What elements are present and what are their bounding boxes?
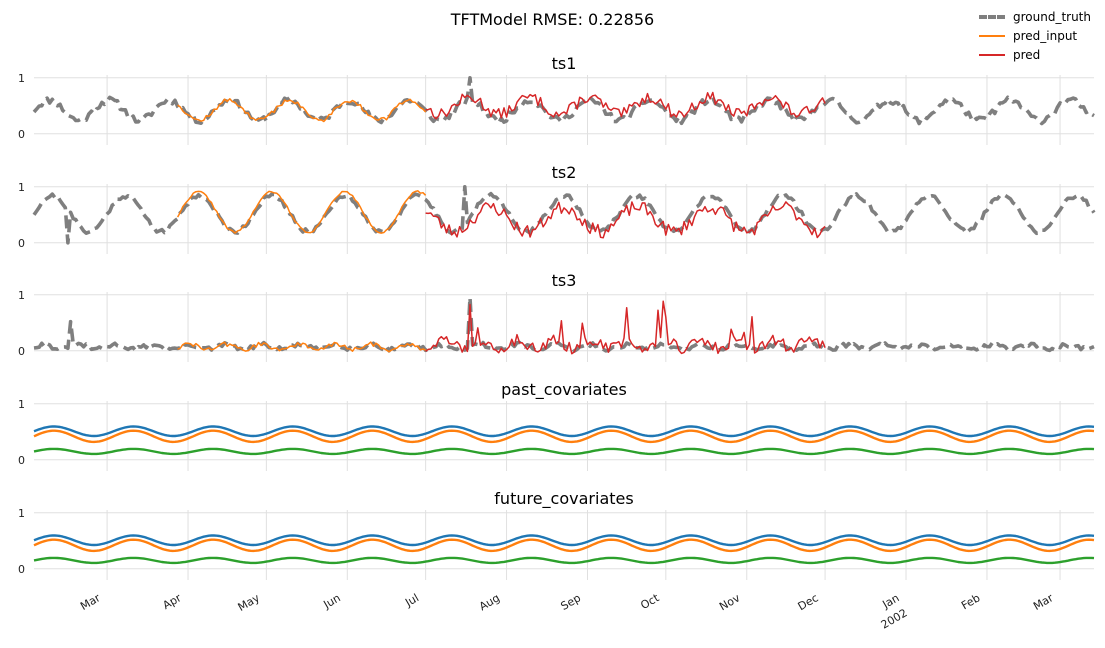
legend-item-ground-truth: ground_truth bbox=[978, 7, 1091, 26]
y-tick-label: 0 bbox=[18, 563, 25, 576]
series-line-pred_input bbox=[177, 341, 426, 353]
legend-label-pred-input: pred_input bbox=[1012, 28, 1078, 43]
series-line-covariate-0 bbox=[33, 534, 1095, 547]
legend: ground_truth pred_input pred bbox=[978, 7, 1091, 64]
panel-future_covariates: 0 1 future_covariates bbox=[18, 489, 1095, 580]
legend-item-pred: pred bbox=[978, 45, 1091, 64]
y-tick-label: 1 bbox=[18, 507, 25, 520]
panel-title-ts2: ts2 bbox=[552, 163, 577, 182]
y-tick-label: 0 bbox=[18, 345, 25, 358]
series-line-covariate-2 bbox=[33, 556, 1095, 565]
y-tick-label: 0 bbox=[18, 237, 25, 250]
series-line-ground_truth bbox=[32, 76, 1095, 126]
series-line-pred_input bbox=[177, 98, 427, 123]
x-tick-label-Apr: Apr bbox=[161, 591, 184, 612]
y-tick-label: 0 bbox=[18, 128, 25, 141]
series-line-pred bbox=[425, 201, 826, 239]
legend-swatch-ground-truth bbox=[978, 14, 1005, 19]
legend-item-pred-input: pred_input bbox=[978, 26, 1091, 45]
figure-title: TFTModel RMSE: 0.22856 bbox=[450, 10, 655, 29]
series-line-ground_truth bbox=[32, 185, 1096, 245]
legend-label-ground-truth: ground_truth bbox=[1012, 9, 1091, 24]
x-tick-label-Jul: Jul bbox=[402, 591, 421, 609]
x-tick-label-Oct: Oct bbox=[638, 591, 662, 612]
panel-ts3: 0 1 ts3 bbox=[18, 271, 1095, 362]
y-tick-label: 0 bbox=[18, 454, 25, 467]
series-line-pred bbox=[425, 91, 826, 120]
series-line-covariate-0 bbox=[33, 425, 1095, 438]
panel-title-ts1: ts1 bbox=[552, 54, 577, 73]
x-tick-label-May: May bbox=[236, 591, 263, 614]
legend-swatch-pred bbox=[978, 53, 1005, 56]
legend-swatch-pred-input bbox=[978, 34, 1005, 37]
y-tick-label: 1 bbox=[18, 289, 25, 302]
series-line-covariate-1 bbox=[33, 538, 1095, 553]
x-tick-label-Sep: Sep bbox=[559, 591, 583, 613]
series-line-covariate-2 bbox=[33, 447, 1095, 456]
y-tick-label: 1 bbox=[18, 181, 25, 194]
panel-title-future_covariates: future_covariates bbox=[494, 489, 633, 509]
panel-title-ts3: ts3 bbox=[552, 271, 577, 290]
series-line-covariate-1 bbox=[33, 429, 1095, 444]
x-tick-label-Aug: Aug bbox=[477, 591, 502, 613]
series-line-pred bbox=[425, 300, 826, 355]
x-tick-label-Mar: Mar bbox=[78, 591, 103, 613]
panel-ts1: 0 1 ts1 bbox=[18, 54, 1095, 145]
x-tick-label-Dec: Dec bbox=[796, 591, 821, 613]
x-tick-label-Nov: Nov bbox=[717, 591, 743, 613]
y-tick-label: 1 bbox=[18, 398, 25, 411]
legend-label-pred: pred bbox=[1012, 47, 1041, 62]
x-tick-label-Mar: Mar bbox=[1031, 591, 1056, 613]
x-tick-label-Feb: Feb bbox=[959, 591, 982, 612]
series-line-pred_input bbox=[176, 190, 427, 234]
y-tick-label: 1 bbox=[18, 72, 25, 85]
x-tick-label-Jun: Jun bbox=[321, 591, 343, 611]
panel-past_covariates: 0 1 past_covariates bbox=[18, 380, 1095, 471]
panel-ts2: 0 1 ts2 bbox=[18, 163, 1096, 254]
x-tick-sublabel: 2002 bbox=[879, 606, 910, 631]
panel-title-past_covariates: past_covariates bbox=[501, 380, 627, 400]
